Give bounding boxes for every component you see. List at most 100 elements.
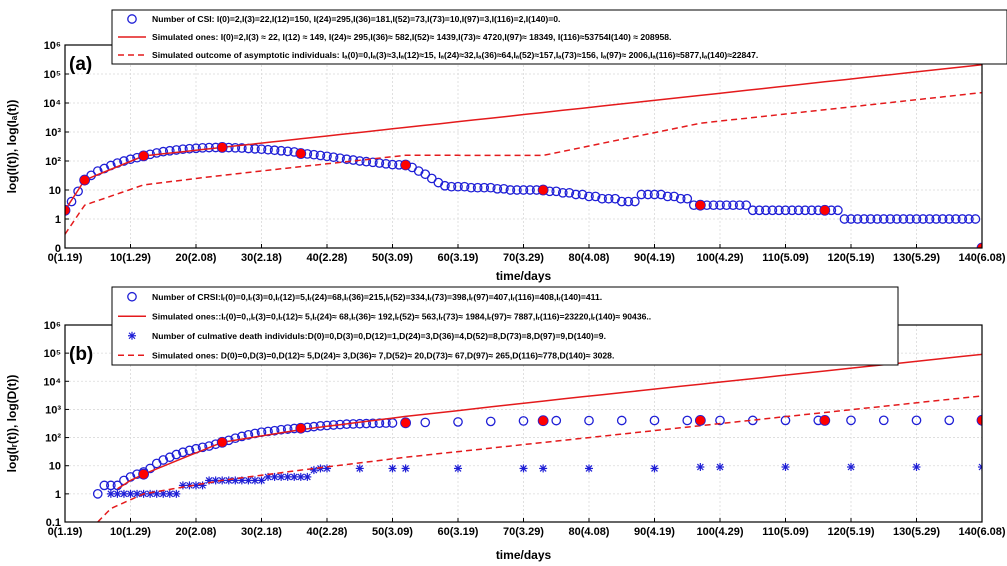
panel-b-obs-point bbox=[518, 416, 529, 426]
panel-a-obs-point bbox=[184, 143, 195, 154]
panel-a-obs-point bbox=[577, 189, 588, 200]
panel-a-obs-point bbox=[256, 144, 267, 155]
panel-b-obs-point bbox=[145, 463, 155, 474]
panel-a-obs-point bbox=[623, 196, 634, 207]
panel-b-death-point bbox=[296, 472, 305, 481]
panel-a-xtick-label: 70(3.29) bbox=[503, 252, 544, 264]
panel-b-key-point bbox=[400, 417, 412, 429]
panel-a-obs-point bbox=[741, 200, 752, 211]
panel-b-death-point bbox=[165, 489, 174, 498]
panel-a-key-point bbox=[537, 184, 549, 196]
panel-b-obs-point bbox=[276, 424, 286, 435]
panel-a-obs-point bbox=[905, 214, 915, 224]
panel-b-xtick-label: 120(5.19) bbox=[827, 526, 874, 538]
panel-b-key-point bbox=[976, 414, 982, 426]
panel-a-xtick-label: 60(3.19) bbox=[438, 252, 479, 264]
panel-a-obs-point bbox=[381, 158, 391, 169]
panel-b-death-point bbox=[303, 472, 312, 481]
panel-b-legend: Number of CRSI:Iᵣ(0)=0,Iᵣ(3)=0,Iᵣ(12)=5,… bbox=[111, 286, 899, 366]
panel-a-key-point bbox=[819, 204, 831, 216]
panel-b-death-point bbox=[401, 464, 410, 473]
panel-a-xtick-label: 0(1.19) bbox=[48, 252, 83, 264]
panel-b-key-point bbox=[216, 436, 228, 448]
panel-a-obs-point bbox=[309, 149, 319, 160]
panel-a-obs-point bbox=[931, 214, 942, 224]
panel-b-ytick-label: 10 bbox=[49, 461, 61, 473]
panel-a-obs-point bbox=[230, 142, 241, 153]
panel-b-death-point bbox=[585, 464, 593, 473]
panel-b-obs-point bbox=[184, 445, 195, 456]
panel-a-obs-point bbox=[682, 193, 693, 204]
panel-a-obs-point bbox=[276, 145, 286, 156]
panel-a-obs-point bbox=[643, 189, 653, 200]
panel-b-xtick-label: 140(6.08) bbox=[958, 526, 1005, 538]
panel-b-death-point bbox=[244, 476, 253, 485]
panel-a-obs-point bbox=[898, 214, 909, 224]
panel-b-xtick-label: 50(3.09) bbox=[372, 526, 413, 538]
panel-a-obs-point bbox=[950, 214, 961, 224]
panel-a-key-point bbox=[694, 199, 706, 211]
panel-a-obs-point bbox=[204, 142, 214, 153]
panel-b-xtick-label: 10(1.29) bbox=[110, 526, 151, 538]
panel-a-obs-point bbox=[747, 205, 758, 216]
panel-a-xtick-label: 10(1.29) bbox=[110, 252, 151, 264]
panel-b-death-point bbox=[912, 463, 921, 472]
panel-b-xtick-label: 80(4.08) bbox=[569, 526, 610, 538]
panel-a-obs-point bbox=[440, 180, 450, 191]
panel-b-obs-point bbox=[99, 480, 110, 491]
panel-b-death-point bbox=[650, 464, 659, 473]
panel-a-xtick-label: 20(2.08) bbox=[176, 252, 217, 264]
panel-b-legend-star-icon bbox=[128, 331, 136, 340]
panel-a-obs-point bbox=[780, 205, 791, 216]
panel-b-ytick-label: 10⁵ bbox=[44, 348, 61, 360]
panel-b-xtick-label: 60(3.19) bbox=[438, 526, 479, 538]
panel-b-obs-point bbox=[878, 415, 889, 426]
panel-a-key-point bbox=[976, 242, 982, 248]
panel-a-series-2 bbox=[65, 91, 982, 235]
panel-b-key-point bbox=[694, 415, 706, 426]
panel-a-xtick-label: 90(4.19) bbox=[634, 252, 675, 264]
panel-a-obs-point bbox=[721, 200, 732, 211]
panel-b-death-point bbox=[696, 463, 705, 472]
panel-b-ticks: 0(1.19) 10(1.29) 20(2.08) 30(2.18) 40(2.28) 5… bbox=[43, 320, 1006, 538]
panel-b-obs-point bbox=[420, 417, 431, 428]
panel-a-legend-text: Simulated ones: I(0)=2,I(3) ≈ 22, I(12) … bbox=[152, 32, 671, 42]
panel-a-obs-point bbox=[237, 143, 247, 153]
panel-b-series bbox=[92, 353, 982, 522]
panel-a-label: (a) bbox=[69, 54, 92, 75]
panel-b-death-point bbox=[847, 463, 855, 472]
panel-b-ytick-label: 0.1 bbox=[46, 517, 61, 529]
panel-a-series-3 bbox=[65, 141, 982, 248]
panel-a-obs-point bbox=[282, 146, 293, 157]
panel-a-obs-point bbox=[171, 145, 182, 155]
panel-b-death-point bbox=[539, 464, 548, 473]
panel-a-dashed-line bbox=[65, 91, 982, 235]
panel-a-series-1 bbox=[65, 63, 982, 211]
panel-b-obs-point bbox=[361, 418, 372, 429]
panel-a-obs-point bbox=[787, 205, 797, 216]
panel-a: 0(1.19) 10(1.29) 20(2.08) 30(2.18) 40(2.28) 5… bbox=[5, 9, 1007, 283]
panel-b-obs-point bbox=[230, 433, 241, 444]
panel-a-obs-point bbox=[119, 156, 129, 166]
panel-a-obs-point bbox=[466, 182, 476, 193]
panel-a-obs-point bbox=[616, 196, 627, 207]
panel-a-obs-point bbox=[669, 191, 680, 202]
panel-a-xtick-label: 50(3.09) bbox=[372, 252, 413, 264]
panel-b-obs-point bbox=[354, 418, 365, 429]
panel-a-ytick-label: 0 bbox=[55, 243, 61, 255]
panel-b-death-point bbox=[323, 464, 331, 473]
panel-a-obs-point bbox=[924, 214, 935, 224]
panel-b-legend-text: Number of CRSI:Iᵣ(0)=0,Iᵣ(3)=0,Iᵣ(12)=5,… bbox=[152, 292, 602, 302]
panel-a-obs-point bbox=[518, 185, 529, 195]
panel-a-obs-point bbox=[367, 157, 378, 168]
panel-b-obs-point bbox=[944, 415, 955, 426]
panel-a-legend-box bbox=[111, 9, 1007, 65]
panel-a-xtick-label: 100(4.29) bbox=[696, 252, 743, 264]
panel-a-obs-point bbox=[158, 146, 169, 157]
panel-a-ytick-label: 1 bbox=[55, 214, 61, 226]
panel-a-key-point bbox=[216, 141, 228, 153]
panel-b-xtick-label: 70(3.29) bbox=[503, 526, 544, 538]
panel-a-obs-point bbox=[793, 205, 804, 216]
panel-a-obs-point bbox=[151, 148, 162, 158]
panel-a-obs-point bbox=[944, 214, 955, 224]
